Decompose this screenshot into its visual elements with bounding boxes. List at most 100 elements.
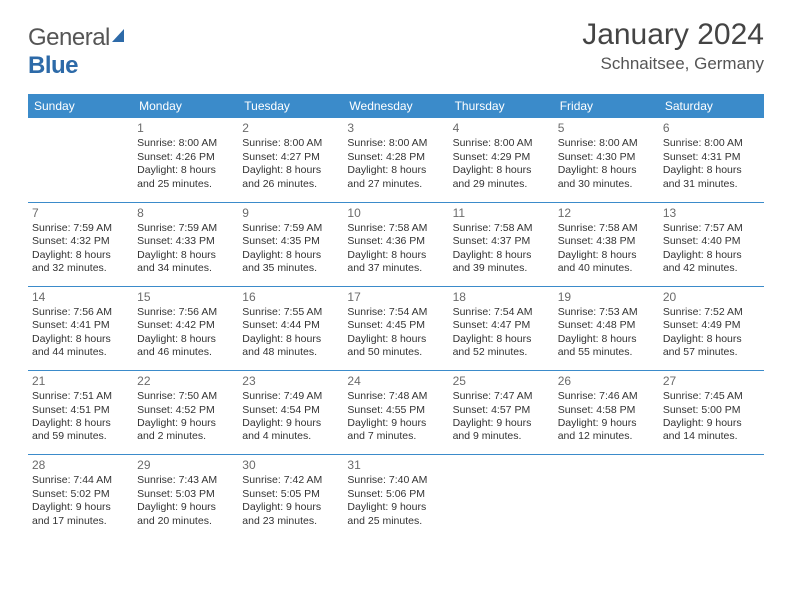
day-cell: 23Sunrise: 7:49 AMSunset: 4:54 PMDayligh… [238,370,343,454]
day-info-line: Sunset: 5:00 PM [663,404,760,417]
day-number: 15 [137,290,234,305]
day-info-line: Sunrise: 7:42 AM [242,474,339,487]
day-info-line: Sunrise: 7:58 AM [453,222,550,235]
day-info-line: Sunset: 4:44 PM [242,319,339,332]
day-info-line: Sunrise: 7:59 AM [32,222,129,235]
day-cell: 9Sunrise: 7:59 AMSunset: 4:35 PMDaylight… [238,202,343,286]
day-info-line: Daylight: 9 hours and 7 minutes. [347,417,444,444]
day-info-line: Sunset: 5:03 PM [137,488,234,501]
day-cell: 30Sunrise: 7:42 AMSunset: 5:05 PMDayligh… [238,454,343,538]
day-number: 6 [663,121,760,136]
day-info-line: Sunset: 4:37 PM [453,235,550,248]
day-info-line: Daylight: 8 hours and 46 minutes. [137,333,234,360]
day-cell [449,454,554,538]
day-info-line: Sunrise: 7:48 AM [347,390,444,403]
day-number: 4 [453,121,550,136]
day-cell: 29Sunrise: 7:43 AMSunset: 5:03 PMDayligh… [133,454,238,538]
day-info-line: Daylight: 9 hours and 9 minutes. [453,417,550,444]
day-number: 21 [32,374,129,389]
day-cell: 7Sunrise: 7:59 AMSunset: 4:32 PMDaylight… [28,202,133,286]
day-info-line: Sunrise: 8:00 AM [558,137,655,150]
day-info-line: Sunrise: 7:57 AM [663,222,760,235]
day-number: 11 [453,206,550,221]
day-number: 7 [32,206,129,221]
day-cell: 1Sunrise: 8:00 AMSunset: 4:26 PMDaylight… [133,118,238,202]
day-info-line: Sunset: 4:32 PM [32,235,129,248]
day-number: 5 [558,121,655,136]
page-title: January 2024 [582,18,764,52]
day-info-line: Sunset: 5:02 PM [32,488,129,501]
day-number: 26 [558,374,655,389]
day-cell: 21Sunrise: 7:51 AMSunset: 4:51 PMDayligh… [28,370,133,454]
location: Schnaitsee, Germany [582,54,764,74]
day-info-line: Daylight: 9 hours and 4 minutes. [242,417,339,444]
day-cell [554,454,659,538]
day-info-line: Sunrise: 7:59 AM [137,222,234,235]
day-number: 12 [558,206,655,221]
day-info-line: Daylight: 8 hours and 42 minutes. [663,249,760,276]
col-monday: Monday [133,94,238,118]
day-info-line: Sunset: 4:28 PM [347,151,444,164]
title-block: January 2024 Schnaitsee, Germany [582,18,764,74]
day-cell: 8Sunrise: 7:59 AMSunset: 4:33 PMDaylight… [133,202,238,286]
day-info-line: Sunrise: 7:59 AM [242,222,339,235]
day-number: 27 [663,374,760,389]
table-row: 1Sunrise: 8:00 AMSunset: 4:26 PMDaylight… [28,118,764,202]
day-info-line: Sunset: 4:49 PM [663,319,760,332]
table-row: 28Sunrise: 7:44 AMSunset: 5:02 PMDayligh… [28,454,764,538]
day-info-line: Daylight: 8 hours and 26 minutes. [242,164,339,191]
day-number: 10 [347,206,444,221]
day-info-line: Sunrise: 7:45 AM [663,390,760,403]
day-number: 1 [137,121,234,136]
logo-word1: General [28,24,110,51]
col-tuesday: Tuesday [238,94,343,118]
day-info-line: Sunrise: 7:54 AM [347,306,444,319]
day-info-line: Daylight: 8 hours and 57 minutes. [663,333,760,360]
day-cell: 17Sunrise: 7:54 AMSunset: 4:45 PMDayligh… [343,286,448,370]
day-info-line: Daylight: 8 hours and 30 minutes. [558,164,655,191]
day-number: 13 [663,206,760,221]
day-cell: 14Sunrise: 7:56 AMSunset: 4:41 PMDayligh… [28,286,133,370]
day-cell: 27Sunrise: 7:45 AMSunset: 5:00 PMDayligh… [659,370,764,454]
day-cell: 22Sunrise: 7:50 AMSunset: 4:52 PMDayligh… [133,370,238,454]
day-cell [28,118,133,202]
logo-text: General Blue [28,24,128,80]
day-info-line: Sunrise: 8:00 AM [453,137,550,150]
day-cell: 6Sunrise: 8:00 AMSunset: 4:31 PMDaylight… [659,118,764,202]
day-info-line: Daylight: 8 hours and 31 minutes. [663,164,760,191]
day-info-line: Daylight: 8 hours and 59 minutes. [32,417,129,444]
day-cell: 25Sunrise: 7:47 AMSunset: 4:57 PMDayligh… [449,370,554,454]
day-cell: 16Sunrise: 7:55 AMSunset: 4:44 PMDayligh… [238,286,343,370]
day-number: 3 [347,121,444,136]
day-cell: 5Sunrise: 8:00 AMSunset: 4:30 PMDaylight… [554,118,659,202]
day-info-line: Sunrise: 7:55 AM [242,306,339,319]
day-info-line: Daylight: 8 hours and 34 minutes. [137,249,234,276]
day-info-line: Sunrise: 8:00 AM [663,137,760,150]
day-cell: 2Sunrise: 8:00 AMSunset: 4:27 PMDaylight… [238,118,343,202]
day-info-line: Daylight: 8 hours and 44 minutes. [32,333,129,360]
day-number: 20 [663,290,760,305]
day-number: 24 [347,374,444,389]
day-info-line: Sunset: 5:05 PM [242,488,339,501]
day-info-line: Sunset: 4:48 PM [558,319,655,332]
day-number: 31 [347,458,444,473]
day-cell: 3Sunrise: 8:00 AMSunset: 4:28 PMDaylight… [343,118,448,202]
day-cell: 19Sunrise: 7:53 AMSunset: 4:48 PMDayligh… [554,286,659,370]
day-info-line: Daylight: 9 hours and 23 minutes. [242,501,339,528]
day-cell: 15Sunrise: 7:56 AMSunset: 4:42 PMDayligh… [133,286,238,370]
day-cell: 11Sunrise: 7:58 AMSunset: 4:37 PMDayligh… [449,202,554,286]
col-sunday: Sunday [28,94,133,118]
day-number: 8 [137,206,234,221]
day-number: 30 [242,458,339,473]
day-number: 18 [453,290,550,305]
day-cell: 13Sunrise: 7:57 AMSunset: 4:40 PMDayligh… [659,202,764,286]
day-info-line: Sunset: 4:38 PM [558,235,655,248]
day-info-line: Sunrise: 7:49 AM [242,390,339,403]
day-info-line: Sunset: 4:52 PM [137,404,234,417]
day-cell [659,454,764,538]
logo-sail-icon [110,24,128,52]
day-number: 16 [242,290,339,305]
day-number: 23 [242,374,339,389]
day-info-line: Daylight: 9 hours and 25 minutes. [347,501,444,528]
day-info-line: Daylight: 8 hours and 50 minutes. [347,333,444,360]
